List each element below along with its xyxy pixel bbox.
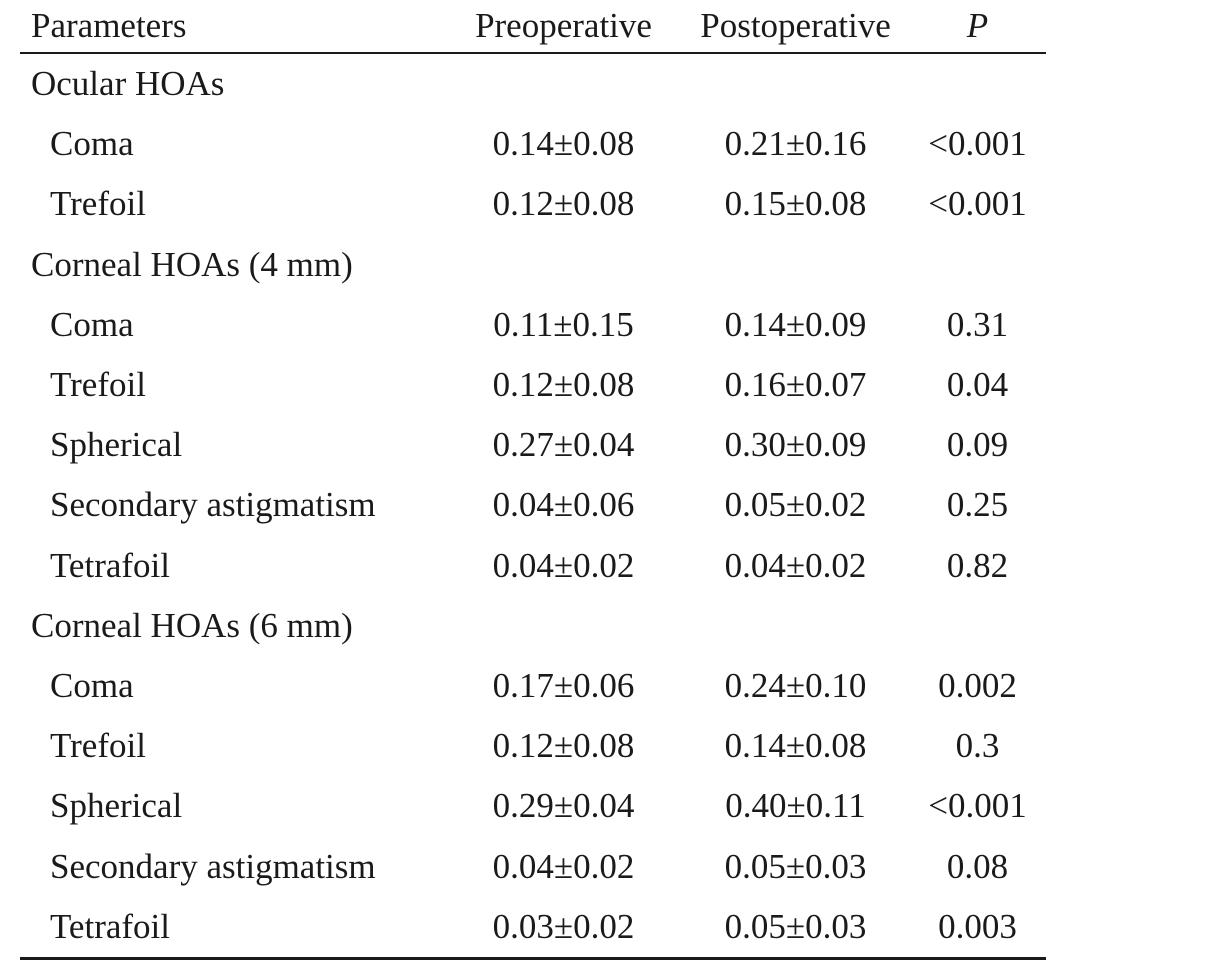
cell-preoperative: 0.04±0.06 <box>492 485 635 525</box>
cell-preoperative: 0.12±0.08 <box>492 365 635 405</box>
cell-postoperative: 0.05±0.03 <box>724 846 867 886</box>
table-header: Parameters Preoperative Postoperative P <box>20 0 1046 54</box>
cell-preoperative: 0.17±0.06 <box>492 665 635 705</box>
header-p-value: P <box>909 0 1046 54</box>
cell-preoperative: 0.04±0.02 <box>492 846 635 886</box>
cell-preoperative: 0.14±0.08 <box>492 124 635 164</box>
cell-p-value: 0.002 <box>938 665 1017 705</box>
cell-preoperative: 0.29±0.04 <box>492 786 635 826</box>
cell-p-value: 0.31 <box>946 304 1009 344</box>
table-row: Trefoil 0.12±0.08 0.15±0.08 <0.001 <box>20 174 1046 234</box>
table-row: Tetrafoil 0.03±0.02 0.05±0.03 0.003 <box>20 896 1046 960</box>
group-label: Corneal HOAs (6 mm) <box>31 605 353 645</box>
cell-postoperative: 0.05±0.03 <box>682 896 909 960</box>
cell-postoperative: 0.15±0.08 <box>724 184 867 224</box>
group-header-row: Corneal HOAs (6 mm) <box>20 596 1046 656</box>
cell-p-value: 0.3 <box>955 726 1000 766</box>
cell-parameter: Secondary astigmatism <box>50 485 376 525</box>
cell-parameter: Spherical <box>50 786 183 826</box>
cell-p-value: 0.09 <box>946 425 1009 465</box>
header-row: Parameters Preoperative Postoperative P <box>20 0 1046 54</box>
header-preoperative: Preoperative <box>445 0 682 54</box>
table-row: Tetrafoil 0.04±0.02 0.04±0.02 0.82 <box>20 536 1046 596</box>
cell-p-value: <0.001 <box>928 786 1027 826</box>
group-header-row: Ocular HOAs <box>20 53 1046 114</box>
cell-p-value: 0.08 <box>946 846 1009 886</box>
cell-parameter: Trefoil <box>50 184 146 224</box>
cell-p-value: 0.003 <box>909 896 1046 960</box>
cell-parameter: Trefoil <box>50 726 146 766</box>
cell-preoperative: 0.27±0.04 <box>492 425 635 465</box>
cell-p-value: 0.25 <box>946 485 1009 525</box>
table-row: Coma 0.17±0.06 0.24±0.10 0.002 <box>20 656 1046 716</box>
cell-preoperative: 0.12±0.08 <box>492 184 635 224</box>
table-row: Secondary astigmatism 0.04±0.06 0.05±0.02 0… <box>20 475 1046 535</box>
cell-parameter: Trefoil <box>50 365 146 405</box>
cell-parameter: Coma <box>50 665 134 705</box>
cell-p-value: 0.82 <box>946 545 1009 585</box>
header-postoperative: Postoperative <box>682 0 909 54</box>
cell-postoperative: 0.16±0.07 <box>724 365 867 405</box>
cell-parameter: Tetrafoil <box>50 545 170 585</box>
cell-p-value: 0.04 <box>946 365 1009 405</box>
table-row: Coma 0.11±0.15 0.14±0.09 0.31 <box>20 295 1046 355</box>
table-row: Spherical 0.29±0.04 0.40±0.11 <0.001 <box>20 776 1046 836</box>
group-header-row: Corneal HOAs (4 mm) <box>20 235 1046 295</box>
cell-parameter: Tetrafoil <box>20 896 445 960</box>
table-row: Coma 0.14±0.08 0.21±0.16 <0.001 <box>20 114 1046 174</box>
cell-postoperative: 0.30±0.09 <box>724 425 867 465</box>
cell-preoperative: 0.03±0.02 <box>445 896 682 960</box>
cell-parameter: Spherical <box>50 425 183 465</box>
cell-p-value: <0.001 <box>928 184 1027 224</box>
cell-parameter: Coma <box>50 124 134 164</box>
hoa-comparison-table: Parameters Preoperative Postoperative P … <box>20 0 1046 960</box>
cell-preoperative: 0.04±0.02 <box>492 545 635 585</box>
cell-preoperative: 0.11±0.15 <box>493 304 634 344</box>
cell-postoperative: 0.04±0.02 <box>724 545 867 585</box>
table-row: Secondary astigmatism 0.04±0.02 0.05±0.03 0… <box>20 836 1046 896</box>
group-label: Ocular HOAs <box>31 64 225 104</box>
cell-postoperative: 0.14±0.09 <box>724 304 867 344</box>
table-row: Trefoil 0.12±0.08 0.16±0.07 0.04 <box>20 355 1046 415</box>
table-row: Trefoil 0.12±0.08 0.14±0.08 0.3 <box>20 716 1046 776</box>
cell-preoperative: 0.12±0.08 <box>492 726 635 766</box>
cell-parameter: Secondary astigmatism <box>50 846 376 886</box>
header-parameters: Parameters <box>20 0 445 54</box>
group-label: Corneal HOAs (4 mm) <box>31 244 353 284</box>
cell-postoperative: 0.21±0.16 <box>724 124 867 164</box>
cell-postoperative: 0.14±0.08 <box>724 726 867 766</box>
cell-postoperative: 0.24±0.10 <box>724 665 867 705</box>
cell-postoperative: 0.05±0.02 <box>724 485 867 525</box>
cell-p-value: <0.001 <box>928 124 1027 164</box>
table-body: Ocular HOAs Coma 0.14±0.08 0.21±0.16 <0.001 T… <box>20 53 1046 960</box>
data-table-container: Parameters Preoperative Postoperative P … <box>20 0 1046 960</box>
table-row: Spherical 0.27±0.04 0.30±0.09 0.09 <box>20 415 1046 475</box>
cell-parameter: Coma <box>50 304 134 344</box>
cell-postoperative: 0.40±0.11 <box>725 786 866 826</box>
